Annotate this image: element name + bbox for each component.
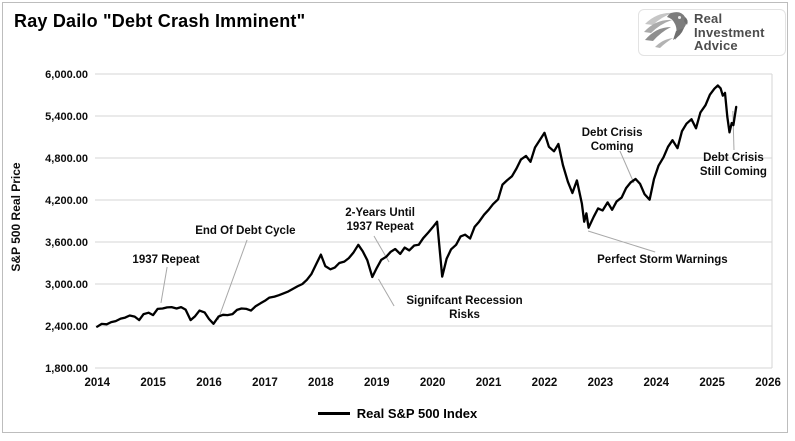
logo-line-1: Real [694,11,723,27]
x-tick-label: 2022 [532,377,558,389]
annotation-leader-line [217,239,248,321]
annotation-2-years-until-1937-repeat: 2-Years Until 1937 Repeat [345,207,415,234]
x-tick-label: 2020 [420,377,446,389]
x-tick-label: 2025 [699,377,725,389]
annotation-significant-recession-risks: Signifcant Recession Risks [406,294,523,321]
x-tick-label: 2017 [252,377,278,389]
x-tick-label: 2014 [84,377,110,389]
x-tick-label: 2026 [755,377,781,389]
x-tick-label: 2016 [196,377,222,389]
annotation-end-of-debt-cycle: End Of Debt Cycle [195,224,296,237]
chart-border-frame [2,2,788,433]
annotation-perfect-storm-warnings: Perfect Storm Warnings [597,253,728,266]
annotation-leader-line [732,111,735,151]
x-tick-label: 2018 [308,377,334,389]
y-tick-label: 3,600.00 [45,237,88,249]
y-tick-label: 4,800.00 [45,153,88,165]
y-tick-label: 2,400.00 [45,321,88,333]
annotation-leader-line [619,150,635,184]
x-tick-label: 2019 [364,377,390,389]
legend-label: Real S&P 500 Index [356,406,478,421]
x-tick-label: 2015 [140,377,166,389]
annotation-1937-repeat: 1937 Repeat [132,253,200,266]
y-tick-label: 6,000.00 [45,69,88,81]
x-tick-label: 2024 [643,377,669,389]
y-tick-label: 5,400.00 [45,111,88,123]
annotation-debt-crisis-still-coming: Debt Crisis Still Coming [699,151,767,178]
logo-line-2: Investment [694,24,765,40]
logo-line-3: Advice [694,38,738,54]
legend: Real S&P 500 Index [0,406,795,421]
x-tick-label: 2021 [476,377,502,389]
annotation-leader-line [160,266,168,304]
y-tick-label: 3,000.00 [45,279,88,291]
x-tick-label: 2023 [588,377,614,389]
annotation-leader-line [378,278,395,307]
real-investment-advice-logo: Real Investment Advice [638,9,786,56]
annotation-leader-line [373,235,390,263]
y-tick-label: 1,800.00 [45,363,88,375]
eagle-icon [643,9,689,56]
y-tick-label: 4,200.00 [45,195,88,207]
logo-text: Real Investment Advice [694,12,765,53]
series-real-sp500-line [96,84,738,328]
chart-title: Ray Dailo "Debt Crash Imminent" [14,11,306,31]
legend-line-swatch [317,412,350,415]
annotation-debt-crisis-coming: Debt Crisis Coming [581,126,643,153]
annotation-leader-line [587,230,656,253]
